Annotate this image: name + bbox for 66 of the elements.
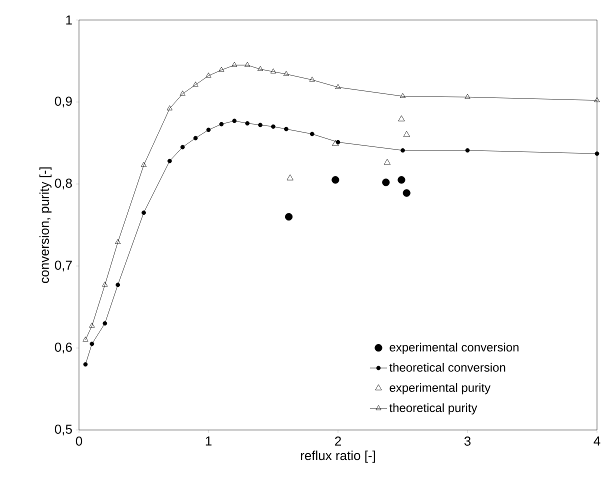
y-tick-label: 1 xyxy=(66,16,72,24)
legend-label: experimental conversion xyxy=(390,342,518,354)
point xyxy=(102,321,108,326)
point xyxy=(244,62,250,67)
point xyxy=(115,239,121,244)
point xyxy=(258,122,263,128)
point xyxy=(89,322,95,328)
point xyxy=(402,189,410,197)
legend-label: theoretical purity xyxy=(389,403,478,414)
point xyxy=(245,121,250,126)
point xyxy=(219,122,224,126)
point xyxy=(400,148,405,153)
point xyxy=(83,362,88,367)
point xyxy=(283,70,289,76)
point xyxy=(102,282,108,287)
y-tick-label: 0,8 xyxy=(54,178,72,190)
point xyxy=(218,66,224,72)
point xyxy=(193,136,198,140)
x-tick-label: 3 xyxy=(464,436,471,446)
point xyxy=(594,97,600,102)
point xyxy=(284,126,288,132)
y-tick-label: 0,7 xyxy=(54,260,72,272)
point xyxy=(271,124,276,129)
point xyxy=(82,336,88,342)
point xyxy=(332,176,340,184)
point xyxy=(232,118,237,124)
x-axis-title: reflux ratio [-] xyxy=(300,450,375,463)
point xyxy=(465,148,470,153)
y-axis-title: conversion, purity [-] xyxy=(39,167,52,283)
y-tick-label: 0,9 xyxy=(54,96,72,108)
x-tick-label: 2 xyxy=(335,436,341,446)
legend-label: theoretical conversion xyxy=(389,362,506,372)
point xyxy=(400,93,406,98)
point xyxy=(90,342,94,346)
point xyxy=(403,131,410,137)
point xyxy=(335,84,341,89)
y-tick-label: 0,5 xyxy=(54,424,72,436)
point xyxy=(270,68,276,74)
x-tick-label: 4 xyxy=(594,436,600,446)
point xyxy=(232,62,238,67)
point xyxy=(398,176,406,184)
point xyxy=(332,140,339,146)
point xyxy=(286,174,294,180)
x-tick-label: 1 xyxy=(206,436,212,446)
point xyxy=(594,151,600,156)
point xyxy=(284,213,293,221)
point xyxy=(192,82,198,86)
point xyxy=(384,158,391,165)
point xyxy=(206,72,212,78)
point xyxy=(167,158,172,164)
point xyxy=(382,178,390,186)
point xyxy=(180,90,186,96)
point xyxy=(180,144,185,150)
point xyxy=(166,105,172,110)
point xyxy=(142,210,146,215)
point xyxy=(258,66,264,71)
point xyxy=(116,282,120,288)
legend-label: experimental purity xyxy=(390,383,491,394)
point xyxy=(309,76,315,82)
x-tick-label: 0 xyxy=(76,436,82,446)
y-tick-label: 0,6 xyxy=(54,342,72,354)
point xyxy=(310,132,314,136)
point xyxy=(140,162,147,167)
point xyxy=(398,115,405,122)
point xyxy=(464,94,470,99)
point xyxy=(206,128,211,132)
